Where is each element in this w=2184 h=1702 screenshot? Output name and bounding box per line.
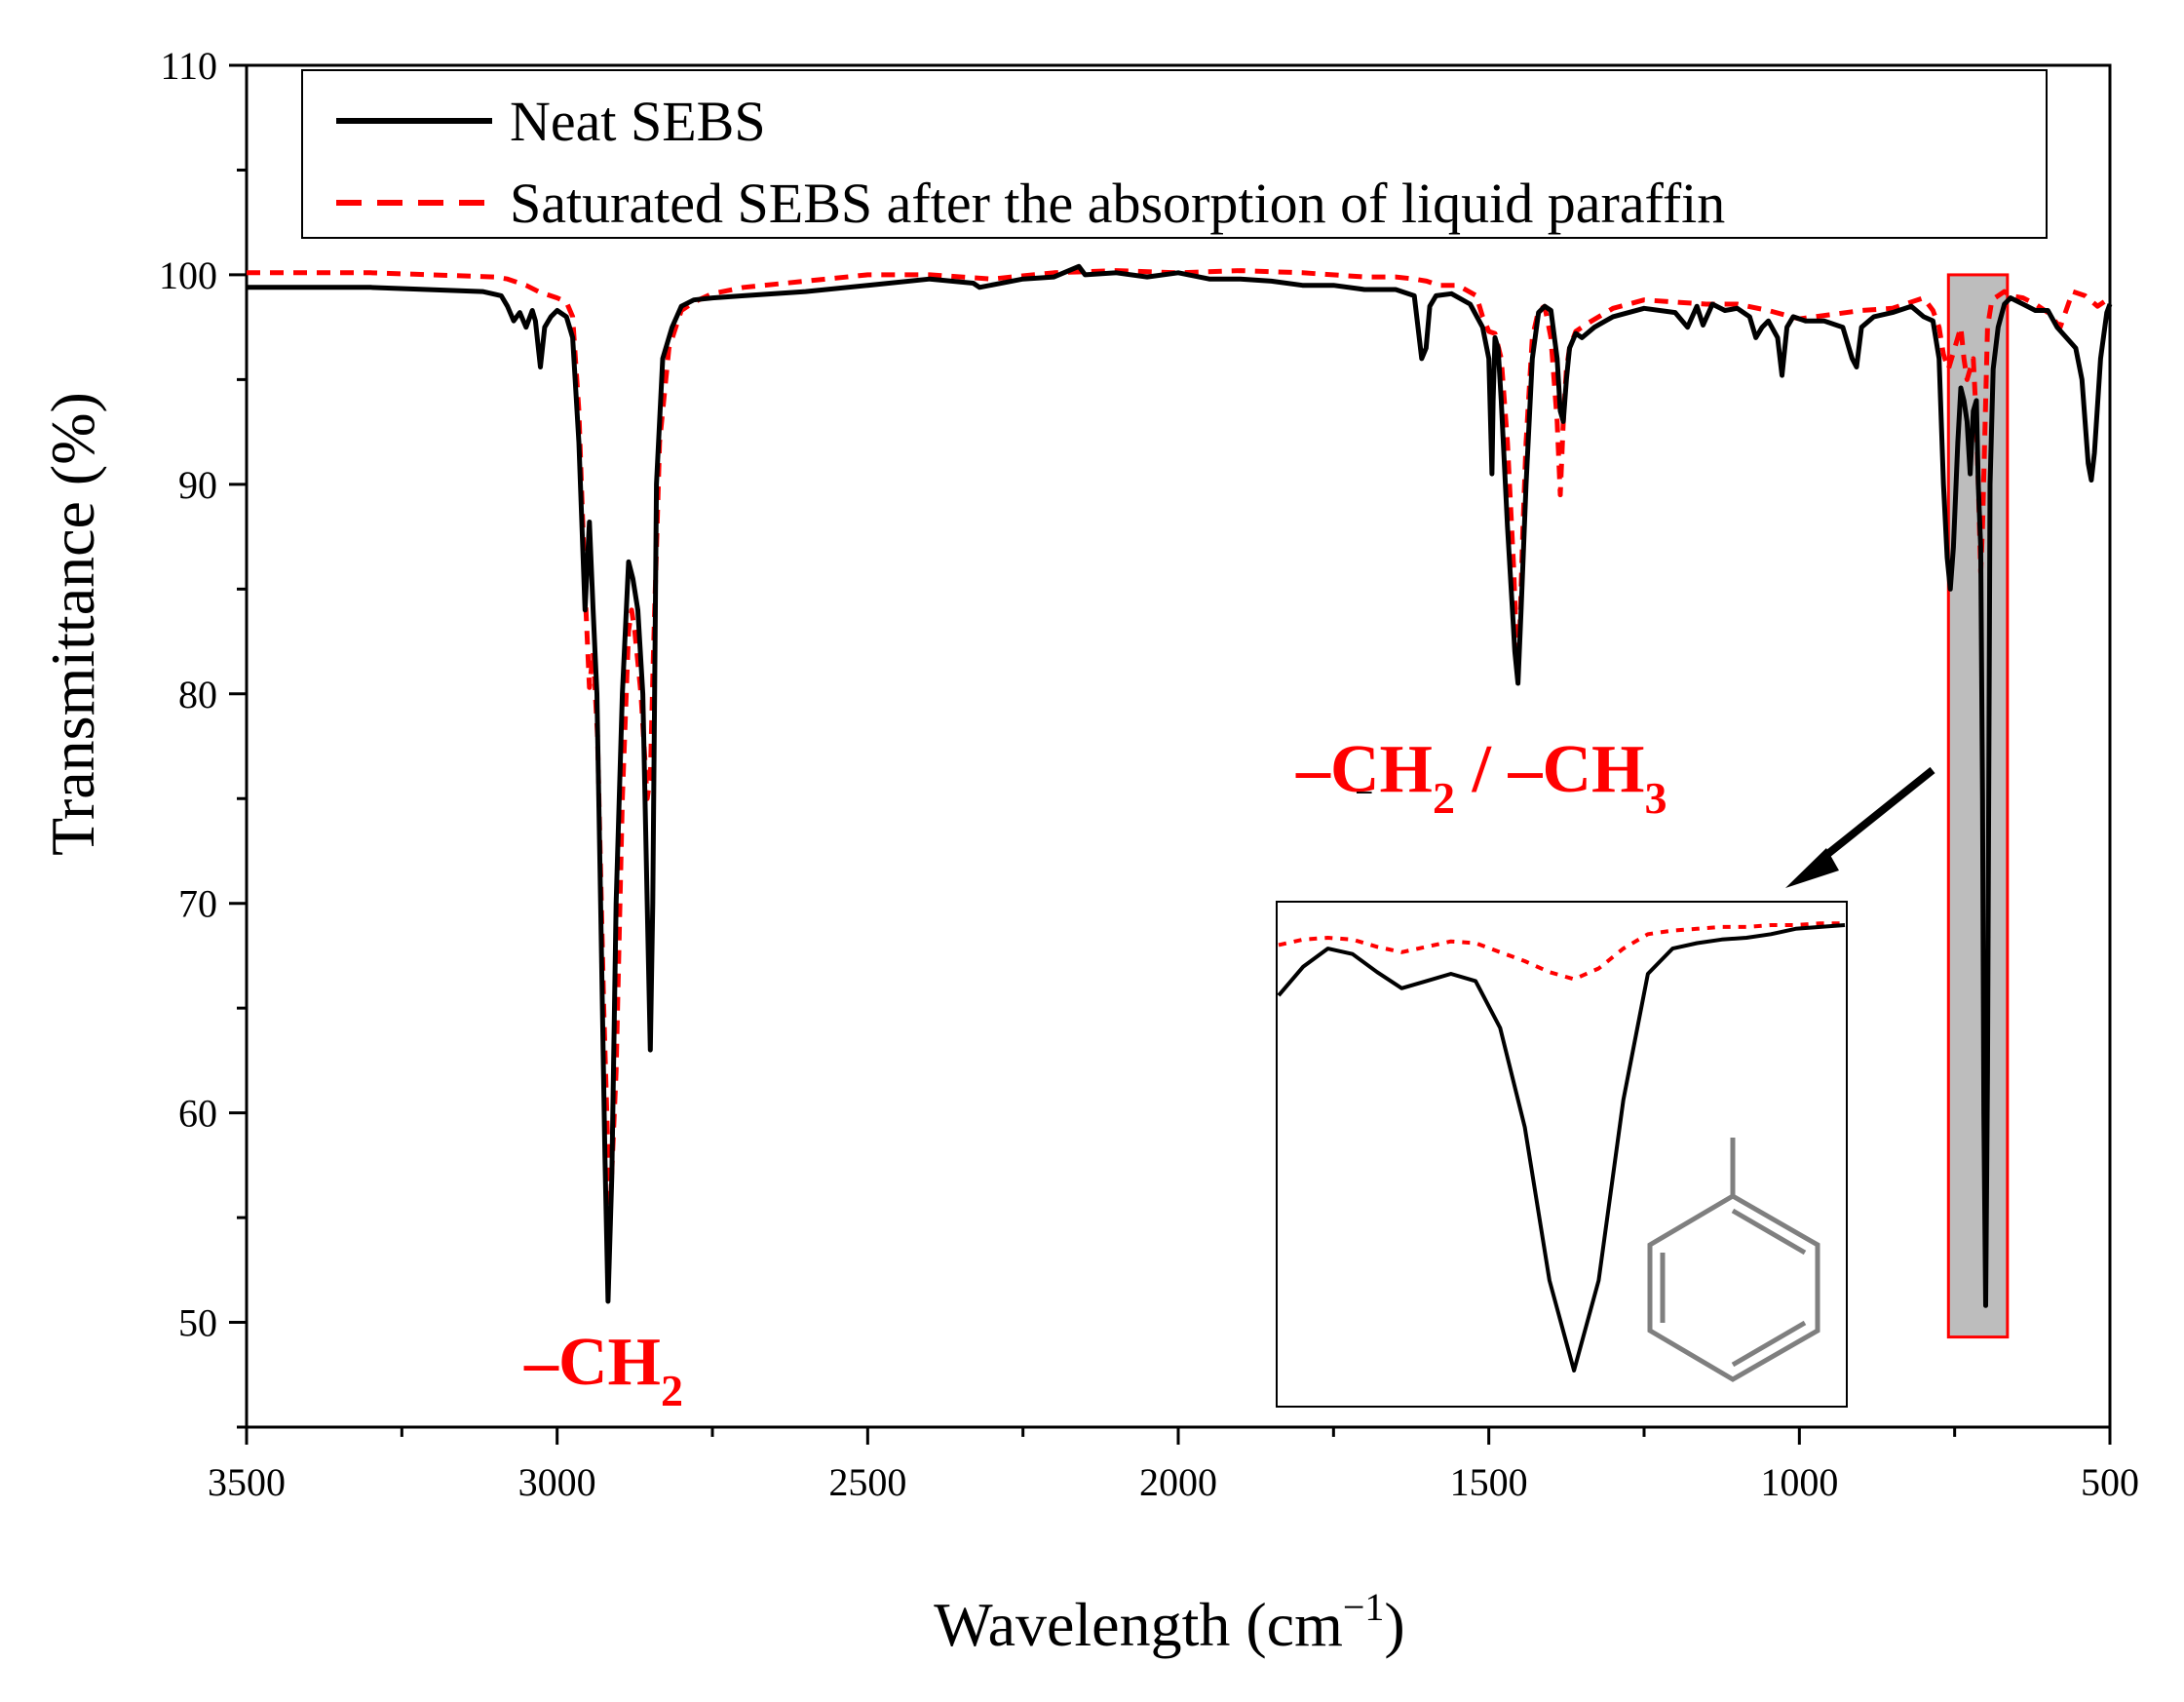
x-axis: 3500 3000 2500 2000 1500 1000 500 <box>208 1427 2139 1504</box>
x-tick-label: 2500 <box>828 1460 906 1504</box>
x-tick-label: 3000 <box>518 1460 596 1504</box>
series-neat-sebs-line <box>247 263 2113 1308</box>
inset-lines <box>1277 921 1846 1373</box>
x-tick-label: 3500 <box>208 1460 286 1504</box>
annotation-small-dash: – <box>1357 775 1372 805</box>
y-tick-label: 110 <box>160 44 217 88</box>
x-tick-label: 1000 <box>1760 1460 1838 1504</box>
y-axis-title: Transmittance (%) <box>38 392 107 856</box>
inset-neat-line <box>1277 923 1846 1373</box>
x-tick-label: 500 <box>2081 1460 2139 1504</box>
x-axis-title: Wavelength (cm−1) <box>934 1585 1404 1659</box>
annotation-ch2-left: –CH2 <box>523 1325 683 1415</box>
y-tick-label: 50 <box>178 1301 217 1345</box>
legend-neat-label: Neat SEBS <box>510 90 766 153</box>
series-layer <box>247 263 2113 1308</box>
legend-box <box>301 69 2048 239</box>
annotation-ch2-ch3: –CH2 / –CH3 <box>1295 732 1667 823</box>
y-tick-label: 90 <box>178 463 217 507</box>
inset-arrow <box>1785 766 1935 888</box>
y-tick-label: 80 <box>178 673 217 716</box>
y-tick-label: 70 <box>178 882 217 926</box>
y-tick-label: 60 <box>178 1092 217 1136</box>
x-tick-label: 1500 <box>1450 1460 1528 1504</box>
x-tick-label: 2000 <box>1139 1460 1217 1504</box>
legend-saturated-label: Saturated SEBS after the absorption of l… <box>510 172 1725 235</box>
legend: Neat SEBS Saturated SEBS after the absor… <box>301 69 2048 239</box>
inset-saturated-line <box>1278 921 1845 982</box>
inset-panel <box>1276 901 1848 1408</box>
y-axis: 50 60 70 80 90 100 110 <box>159 44 247 1429</box>
benzene-ring-icon <box>1647 1138 1820 1382</box>
y-tick-label: 100 <box>159 253 217 297</box>
